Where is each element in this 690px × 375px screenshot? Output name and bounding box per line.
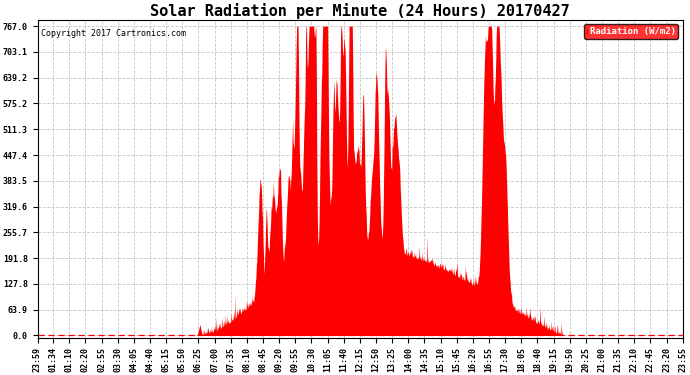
Legend: Radiation (W/m2): Radiation (W/m2) <box>584 24 678 39</box>
Text: Copyright 2017 Cartronics.com: Copyright 2017 Cartronics.com <box>41 30 186 39</box>
Title: Solar Radiation per Minute (24 Hours) 20170427: Solar Radiation per Minute (24 Hours) 20… <box>150 3 570 19</box>
